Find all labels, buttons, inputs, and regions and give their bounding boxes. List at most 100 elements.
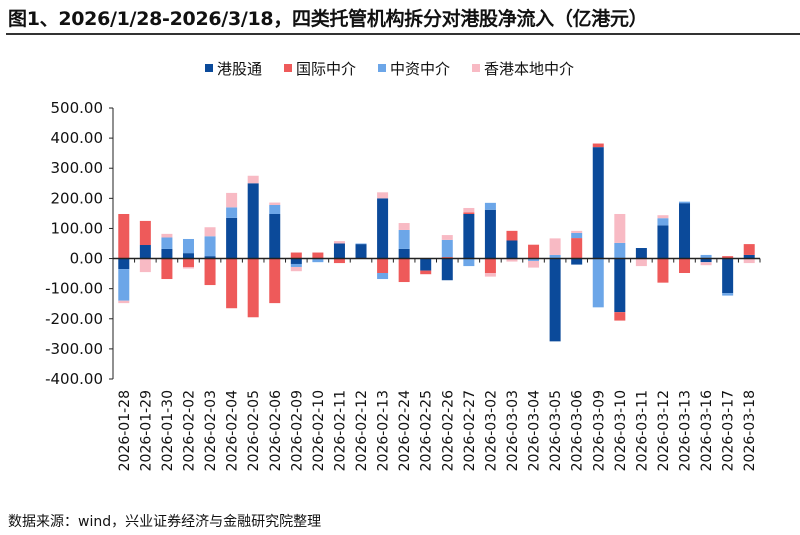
x-tick-label: 2026-03-13 (678, 390, 694, 471)
bar-segment (204, 256, 216, 259)
bar-segment (614, 213, 626, 243)
x-tick-label: 2026-02-02 (181, 390, 197, 471)
bar-segment (398, 248, 410, 259)
bar-segment (506, 240, 518, 259)
bar-segment (614, 312, 626, 321)
legend-label: 中资中介 (390, 60, 450, 78)
bar-segment (484, 273, 496, 277)
bar-segment (420, 258, 432, 271)
bar-segment (161, 233, 173, 238)
bars (118, 143, 755, 342)
x-tick-label: 2026-02-10 (311, 390, 327, 471)
bar-segment (657, 218, 669, 226)
bar-segment (614, 242, 626, 259)
bar-segment (355, 244, 367, 259)
y-tick-label: 200.00 (51, 189, 104, 207)
bar-segment (247, 183, 259, 259)
bar-segment (463, 258, 475, 267)
bar-segment (571, 232, 583, 239)
x-tick-label: 2026-02-13 (376, 390, 392, 471)
bar-segment (635, 258, 647, 267)
bar-segment (377, 273, 389, 280)
bar-segment (657, 225, 669, 259)
bar-segment (139, 220, 151, 246)
bar-segment (592, 143, 604, 148)
chart-title: 图1、2026/1/28-2026/3/18，四类托管机构拆分对港股净流入（亿港… (8, 8, 648, 30)
bar-segment (484, 258, 496, 274)
x-tick-label: 2026-01-28 (117, 390, 133, 471)
bar-segment (743, 258, 755, 264)
bar-segment (549, 254, 561, 259)
bar-segment (420, 270, 432, 275)
x-tick-label: 2026-03-16 (699, 390, 715, 471)
bar-segment (463, 213, 475, 259)
bar-segment (312, 252, 324, 259)
legend-label: 港股通 (217, 60, 262, 78)
x-tick-label: 2026-02-27 (462, 390, 478, 471)
x-tick-label: 2026-03-11 (634, 390, 650, 471)
bar-segment (377, 192, 389, 199)
bar-segment (226, 258, 238, 309)
x-tick-label: 2026-03-09 (591, 390, 607, 471)
bar-segment (528, 244, 540, 259)
x-tick-label: 2026-03-05 (548, 390, 564, 471)
bar-segment (226, 217, 238, 259)
y-tick-label: 400.00 (51, 129, 104, 147)
bar-segment (182, 258, 194, 267)
legend-label: 香港本地中介 (484, 60, 574, 78)
x-tick-label: 2026-03-04 (527, 390, 543, 471)
y-tick-label: -100.00 (45, 280, 103, 298)
x-tick-label: 2026-02-11 (332, 390, 348, 471)
bar-segment (700, 258, 712, 263)
bar-segment (290, 252, 302, 259)
x-tick-label: 2026-02-06 (268, 390, 284, 471)
bar-segment (700, 254, 712, 259)
bar-segment (398, 258, 410, 283)
x-tick-label: 2026-02-04 (225, 390, 241, 471)
x-tick-label: 2026-03-06 (570, 390, 586, 471)
bar-segment (722, 293, 734, 296)
bar-segment (269, 204, 281, 214)
legend-swatch (284, 64, 292, 72)
x-tick-label: 2026-02-25 (419, 390, 435, 471)
legend-swatch (378, 64, 386, 72)
bar-segment (571, 258, 583, 265)
bar-segment (441, 239, 453, 258)
x-tick-label: 2026-02-03 (203, 390, 219, 471)
x-tick-label: 2026-03-02 (483, 390, 499, 471)
bar-segment (571, 238, 583, 259)
bar-segment (182, 266, 194, 269)
bar-segment (226, 192, 238, 208)
bar-segment (528, 260, 540, 268)
bar-segment (549, 238, 561, 255)
legend-swatch (205, 64, 213, 72)
bar-segment (743, 244, 755, 255)
x-tick-label: 2026-03-12 (656, 390, 672, 471)
legend-swatch (472, 64, 480, 72)
bar-segment (463, 212, 475, 214)
y-tick-label: -300.00 (45, 340, 103, 358)
bar-segment (269, 202, 281, 205)
bar-segment (679, 203, 691, 259)
bar-segment (506, 230, 518, 241)
bar-segment (679, 258, 691, 274)
y-tick-label: 500.00 (51, 99, 104, 117)
bar-segment (139, 258, 151, 273)
bar-segment (614, 258, 626, 313)
source-note: 数据来源：wind，兴业证券经济与金融研究院整理 (8, 514, 322, 530)
bar-segment (269, 258, 281, 304)
x-tick-label: 2026-02-12 (354, 390, 370, 471)
bar-segment (118, 300, 130, 304)
bar-segment (333, 241, 345, 244)
y-tick-label: -200.00 (45, 310, 103, 328)
legend: 港股通 国际中介 中资中介 香港本地中介 (205, 60, 574, 78)
x-tick-label: 2026-02-05 (246, 390, 262, 471)
y-tick-label: -400.00 (45, 370, 103, 388)
bar-segment (290, 263, 302, 267)
x-tick-label: 2026-01-29 (138, 390, 154, 471)
bar-segment (657, 215, 669, 219)
bar-segment (635, 248, 647, 259)
bar-segment (657, 258, 669, 283)
bar-segment (161, 248, 173, 259)
